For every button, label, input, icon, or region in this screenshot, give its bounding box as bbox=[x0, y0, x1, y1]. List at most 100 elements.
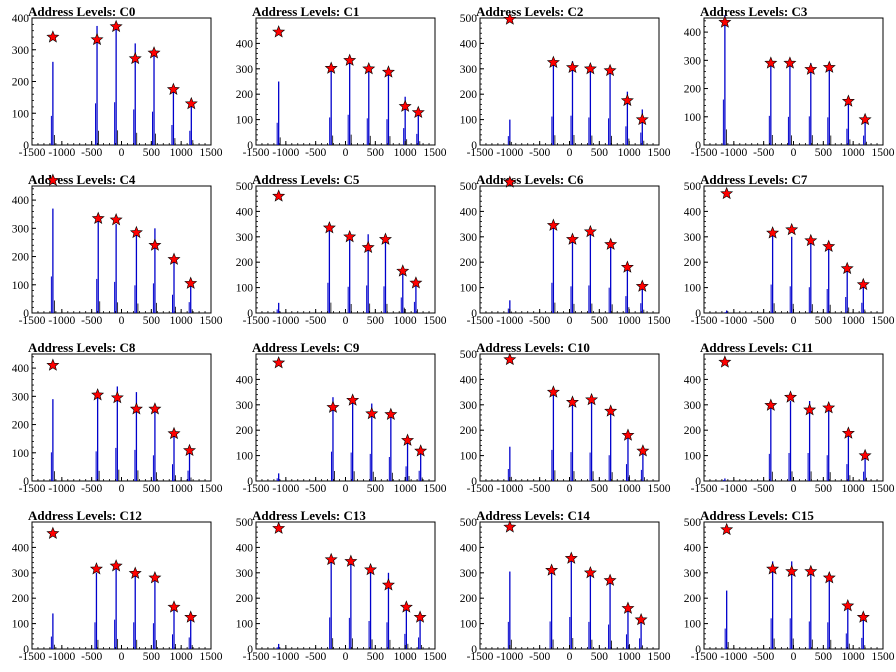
x-tick-label: 1000 bbox=[394, 147, 417, 159]
chart-panel-1: Address Levels: C1 0 100 200 300 400 -1500 -100… bbox=[224, 0, 448, 168]
x-tick-label: 1500 bbox=[648, 147, 671, 159]
y-tick-label: 200 bbox=[460, 425, 478, 437]
y-tick-label: 0 bbox=[23, 644, 29, 656]
y-tick-label: 200 bbox=[684, 425, 702, 437]
x-tick-label: 1000 bbox=[842, 651, 865, 663]
plot-frame bbox=[479, 185, 660, 314]
x-tick-label: 0 bbox=[119, 483, 125, 495]
y-tick-label: 0 bbox=[471, 140, 477, 152]
x-tick-label: 0 bbox=[567, 483, 573, 495]
y-tick-label: 300 bbox=[236, 568, 254, 580]
plot-frame bbox=[703, 521, 884, 650]
y-tick-label: 400 bbox=[236, 542, 254, 554]
x-tick-label: 1000 bbox=[618, 651, 641, 663]
chart-svg: 0 100 200 300 400 -1500 -1000 -500 0 500 1000 1500 bbox=[12, 353, 223, 495]
peak-marker bbox=[91, 211, 105, 224]
y-tick-label: 500 bbox=[460, 349, 478, 361]
peak-marker bbox=[785, 564, 799, 578]
peak-marker bbox=[636, 444, 650, 457]
chart-title: Address Levels: C2 bbox=[476, 4, 584, 19]
peak-marker bbox=[718, 355, 732, 368]
x-tick-label: 500 bbox=[143, 315, 161, 327]
plot-frame bbox=[703, 17, 884, 146]
x-tick-label: 1000 bbox=[170, 147, 193, 159]
chart-svg: 0 100 200 300 400 -1500 -1000 -500 0 500 1000 1500 bbox=[236, 17, 447, 159]
x-tick-label: -500 bbox=[305, 483, 326, 495]
chart-svg: 0 100 200 300 400 -1500 -1000 -500 0 500 1000 1500 bbox=[12, 173, 223, 327]
y-tick-label: 0 bbox=[247, 644, 253, 656]
peak-marker bbox=[822, 571, 836, 584]
x-tick-label: -1000 bbox=[496, 483, 523, 495]
y-tick-label: 0 bbox=[23, 476, 29, 488]
y-tick-label: 200 bbox=[460, 257, 478, 269]
x-tick-label: -500 bbox=[529, 315, 550, 327]
peak-marker bbox=[326, 400, 340, 413]
x-tick-label: 0 bbox=[343, 651, 349, 663]
peak-marker bbox=[399, 600, 413, 613]
peak-marker bbox=[167, 600, 181, 613]
x-tick-label: -1500 bbox=[19, 651, 46, 663]
y-tick-label: 500 bbox=[460, 181, 478, 193]
peak-marker bbox=[720, 522, 734, 536]
y-tick-label: 400 bbox=[460, 38, 478, 50]
x-tick-label: 1500 bbox=[872, 651, 895, 663]
x-tick-label: -500 bbox=[753, 483, 774, 495]
x-tick-label: -1000 bbox=[496, 651, 523, 663]
peak-marker bbox=[604, 404, 618, 417]
x-tick-label: 500 bbox=[143, 147, 161, 159]
x-tick-label: 1500 bbox=[648, 315, 671, 327]
peak-marker bbox=[364, 562, 378, 576]
y-tick-label: 400 bbox=[684, 27, 702, 39]
y-tick-label: 200 bbox=[460, 89, 478, 101]
y-tick-label: 500 bbox=[460, 517, 478, 529]
peak-marker bbox=[764, 398, 778, 411]
y-tick-label: 100 bbox=[684, 451, 702, 463]
y-tick-label: 100 bbox=[460, 619, 478, 631]
chart-title: Address Levels: C14 bbox=[476, 508, 590, 523]
x-tick-label: -1500 bbox=[243, 147, 270, 159]
peak-marker bbox=[783, 56, 797, 69]
chart-panel-14: Address Levels: C14 0 100 200 300 400 500 -1500… bbox=[448, 504, 672, 672]
y-tick-label: 100 bbox=[236, 283, 254, 295]
x-tick-label: -500 bbox=[305, 147, 326, 159]
chart-panel-9: Address Levels: C9 0 100 200 300 400 -1500 -100… bbox=[224, 336, 448, 504]
plot-frame bbox=[31, 17, 212, 146]
x-tick-label: 500 bbox=[367, 483, 385, 495]
y-tick-label: 300 bbox=[460, 64, 478, 76]
x-tick-label: 1000 bbox=[394, 651, 417, 663]
chart-title: Address Levels: C8 bbox=[28, 340, 136, 355]
x-tick-label: 1500 bbox=[424, 651, 447, 663]
peak-marker bbox=[343, 53, 357, 66]
plot-frame bbox=[255, 17, 436, 146]
x-tick-label: 500 bbox=[591, 651, 609, 663]
peak-marker bbox=[109, 559, 123, 572]
x-tick-label: -500 bbox=[81, 651, 102, 663]
peak-marker bbox=[503, 352, 517, 366]
x-tick-label: 0 bbox=[791, 147, 797, 159]
x-tick-label: -1500 bbox=[467, 483, 494, 495]
peak-marker bbox=[565, 60, 579, 74]
peak-marker bbox=[621, 428, 635, 441]
y-tick-label: 200 bbox=[684, 257, 702, 269]
x-tick-label: 500 bbox=[367, 651, 385, 663]
peak-marker bbox=[184, 610, 198, 623]
y-tick-label: 300 bbox=[236, 64, 254, 76]
chart-panel-3: Address Levels: C3 0 100 200 300 400 -1500 -100… bbox=[672, 0, 896, 168]
x-tick-label: 0 bbox=[343, 147, 349, 159]
y-tick-label: 400 bbox=[460, 206, 478, 218]
y-tick-label: 300 bbox=[460, 232, 478, 244]
chart-title: Address Levels: C1 bbox=[252, 4, 360, 19]
x-tick-label: -1500 bbox=[19, 147, 46, 159]
y-tick-label: 300 bbox=[12, 223, 30, 235]
x-tick-label: -500 bbox=[305, 651, 326, 663]
peak-marker bbox=[804, 62, 818, 75]
x-tick-label: -1500 bbox=[467, 651, 494, 663]
peak-marker bbox=[398, 99, 412, 112]
y-tick-label: 200 bbox=[12, 77, 30, 89]
x-tick-label: -500 bbox=[529, 483, 550, 495]
x-tick-label: -1000 bbox=[720, 147, 747, 159]
plot-frame bbox=[479, 17, 660, 146]
y-tick-label: 100 bbox=[684, 112, 702, 124]
chart-title: Address Levels: C0 bbox=[28, 4, 136, 19]
y-tick-label: 300 bbox=[684, 568, 702, 580]
